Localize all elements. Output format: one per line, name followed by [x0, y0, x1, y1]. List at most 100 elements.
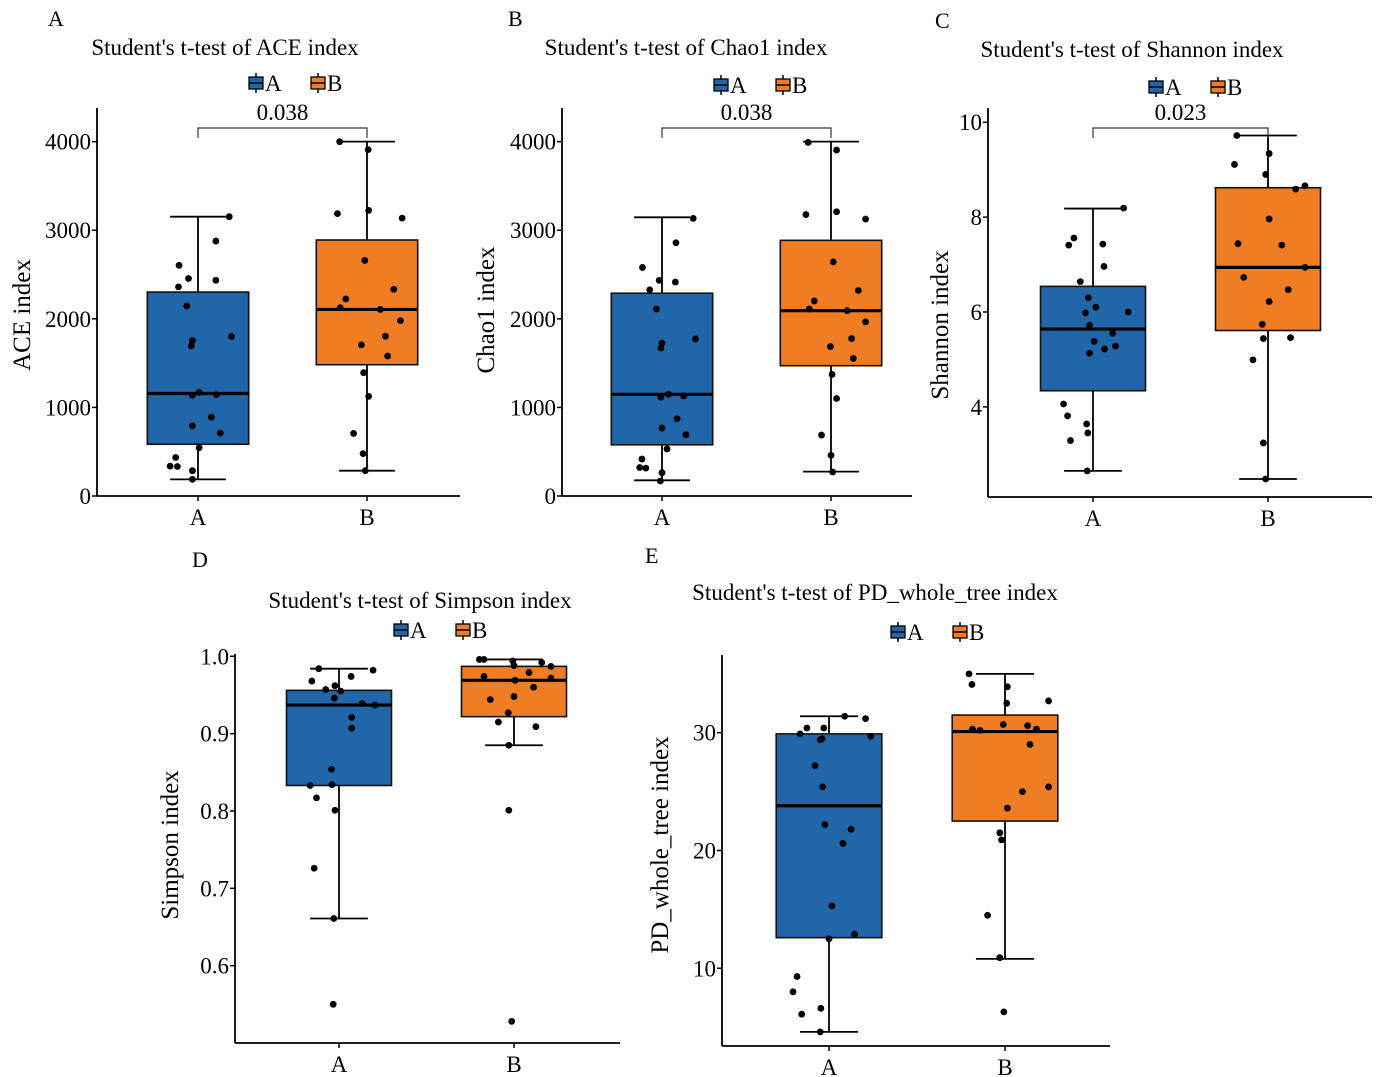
data-point	[828, 371, 836, 378]
data-point	[376, 306, 384, 313]
y-tick-label: 4000	[510, 130, 556, 155]
data-point	[1083, 467, 1091, 475]
x-tick-label: A	[821, 1055, 838, 1077]
data-point	[1003, 804, 1011, 812]
legend-label-b: B	[792, 73, 807, 98]
data-point	[358, 700, 366, 707]
data-point	[851, 930, 858, 938]
legend-label-b: B	[1227, 75, 1242, 100]
data-point	[212, 276, 220, 284]
data-point	[505, 741, 513, 749]
data-point	[331, 806, 339, 814]
data-point	[322, 686, 330, 693]
data-point	[1265, 150, 1273, 157]
y-tick-label: 0	[80, 484, 92, 509]
data-point	[480, 673, 488, 680]
data-point	[361, 257, 369, 264]
data-point	[833, 395, 840, 402]
data-point	[1120, 204, 1128, 212]
data-point	[1301, 182, 1309, 190]
data-point	[998, 836, 1005, 844]
data-point	[1083, 420, 1091, 428]
y-tick-label: 30	[693, 721, 716, 746]
data-point	[818, 431, 825, 439]
points-a	[1060, 204, 1132, 475]
data-point	[530, 683, 538, 691]
data-point	[350, 430, 358, 437]
x-tick-label: B	[1260, 506, 1275, 531]
data-point	[656, 477, 664, 485]
data-point	[854, 287, 862, 294]
data-point	[532, 723, 540, 731]
data-point	[364, 146, 372, 154]
chart-title: Student's t-test of Simpson index	[268, 588, 572, 613]
x-tick-label: B	[506, 1052, 521, 1077]
box-b	[1214, 134, 1322, 480]
data-point	[336, 138, 344, 146]
data-point	[816, 1028, 824, 1036]
data-point	[348, 724, 356, 732]
data-point	[1064, 412, 1071, 420]
data-point	[804, 139, 812, 146]
box-iqr	[1214, 186, 1322, 332]
data-point	[655, 276, 663, 284]
data-point	[1084, 429, 1092, 437]
data-point	[342, 295, 350, 303]
panel-label: B	[508, 6, 523, 31]
p-value-label: 0.023	[1155, 100, 1207, 125]
data-point	[1109, 329, 1117, 337]
data-point	[671, 278, 679, 286]
y-axis-label: ACE index	[9, 259, 36, 371]
data-point	[384, 352, 392, 360]
data-point	[848, 335, 856, 342]
y-tick-label: 0.8	[200, 799, 229, 824]
data-point	[1065, 241, 1073, 249]
data-point	[829, 468, 837, 476]
data-point	[1026, 741, 1034, 748]
data-point	[371, 701, 379, 709]
chart-title: Student's t-test of Chao1 index	[545, 35, 828, 60]
bracket-line	[1092, 127, 1269, 138]
y-tick-label: 4	[971, 395, 983, 420]
data-point	[398, 214, 406, 222]
data-point	[657, 344, 665, 352]
y-tick-label: 0	[545, 484, 557, 509]
y-tick-label: 1.0	[200, 644, 229, 669]
data-point	[665, 390, 673, 398]
legend-label-b: B	[969, 620, 984, 645]
data-point	[1092, 303, 1100, 311]
data-point	[183, 302, 191, 310]
data-point	[798, 1010, 806, 1018]
data-point	[331, 682, 339, 690]
y-tick-label: 0.6	[200, 954, 229, 979]
data-point	[796, 730, 804, 738]
data-point	[825, 935, 833, 943]
chart-title: Student's t-test of Shannon index	[980, 37, 1284, 62]
x-tick-label: A	[190, 505, 207, 530]
data-point	[330, 915, 338, 922]
data-point	[175, 283, 182, 291]
data-point	[1284, 286, 1292, 294]
data-point	[680, 392, 688, 400]
data-point	[833, 208, 840, 216]
legend-label-b: B	[327, 71, 342, 96]
legend-label-a: A	[1165, 75, 1182, 100]
data-point	[658, 469, 666, 477]
data-point	[968, 681, 976, 688]
data-point	[510, 662, 518, 670]
data-point	[984, 911, 991, 919]
legend-label-a: A	[730, 73, 747, 98]
data-point	[843, 307, 851, 315]
data-point	[508, 1017, 516, 1025]
data-point	[789, 988, 797, 996]
data-point	[819, 783, 827, 791]
data-point	[1112, 342, 1119, 350]
data-point	[337, 687, 345, 695]
data-point	[1045, 783, 1052, 791]
data-point	[1265, 298, 1273, 305]
